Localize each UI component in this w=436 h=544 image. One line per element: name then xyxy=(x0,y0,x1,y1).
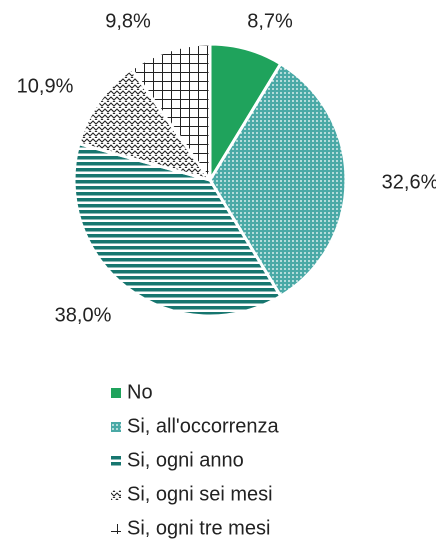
legend-swatch xyxy=(111,422,121,432)
pie-slice xyxy=(77,67,212,182)
legend-label: Si, ogni tre mesi xyxy=(127,517,270,539)
data-label: 10,9% xyxy=(17,75,74,97)
data-label: 9,8% xyxy=(105,10,151,32)
pie-slice xyxy=(129,42,212,182)
data-label: 38,0% xyxy=(55,304,112,326)
pie-slice xyxy=(208,62,348,298)
legend-swatch xyxy=(111,456,121,466)
pie-slice xyxy=(72,142,283,318)
legend-swatch xyxy=(111,490,121,500)
data-label: 32,6% xyxy=(382,171,436,193)
data-label: 8,7% xyxy=(247,10,293,32)
legend-label: Si, all'occorrenza xyxy=(127,415,280,437)
legend-swatch xyxy=(111,524,121,534)
legend-swatch xyxy=(111,388,121,398)
legend-label: Si, ogni anno xyxy=(127,449,244,471)
legend-label: Si, ogni sei mesi xyxy=(127,483,273,505)
legend-label: No xyxy=(127,381,153,403)
